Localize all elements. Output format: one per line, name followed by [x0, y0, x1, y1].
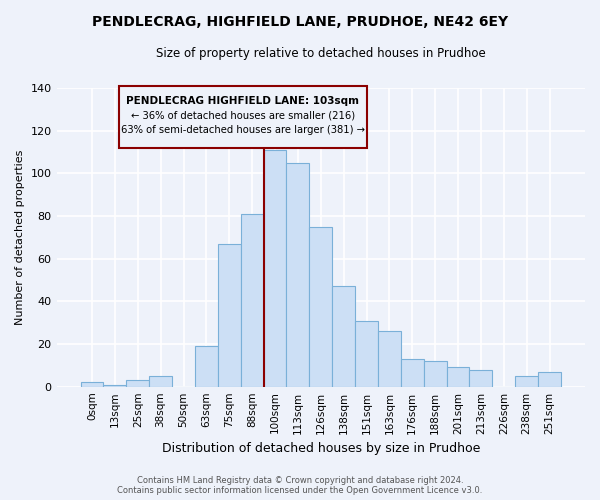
Bar	[469, 370, 493, 386]
Text: PENDLECRAG, HIGHFIELD LANE, PRUDHOE, NE42 6EY: PENDLECRAG, HIGHFIELD LANE, PRUDHOE, NE4…	[92, 15, 508, 29]
Bar	[515, 376, 538, 386]
Text: PENDLECRAG HIGHFIELD LANE: 103sqm: PENDLECRAG HIGHFIELD LANE: 103sqm	[127, 96, 359, 106]
Text: Contains HM Land Registry data © Crown copyright and database right 2024.
Contai: Contains HM Land Registry data © Crown c…	[118, 476, 482, 495]
Bar	[310, 226, 332, 386]
Bar	[195, 346, 218, 387]
Y-axis label: Number of detached properties: Number of detached properties	[15, 150, 25, 325]
Bar	[103, 384, 127, 386]
X-axis label: Distribution of detached houses by size in Prudhoe: Distribution of detached houses by size …	[161, 442, 480, 455]
Bar	[149, 376, 172, 386]
Bar	[446, 368, 469, 386]
Bar	[286, 162, 310, 386]
Bar	[127, 380, 149, 386]
Bar	[538, 372, 561, 386]
Text: ← 36% of detached houses are smaller (216): ← 36% of detached houses are smaller (21…	[131, 110, 355, 120]
Title: Size of property relative to detached houses in Prudhoe: Size of property relative to detached ho…	[156, 48, 485, 60]
Bar	[401, 359, 424, 386]
FancyBboxPatch shape	[119, 86, 367, 148]
Bar	[80, 382, 103, 386]
Bar	[332, 286, 355, 386]
Bar	[424, 361, 446, 386]
Bar	[355, 320, 378, 386]
Bar	[241, 214, 263, 386]
Bar	[378, 331, 401, 386]
Text: 63% of semi-detached houses are larger (381) →: 63% of semi-detached houses are larger (…	[121, 126, 365, 136]
Bar	[263, 150, 286, 386]
Bar	[218, 244, 241, 386]
